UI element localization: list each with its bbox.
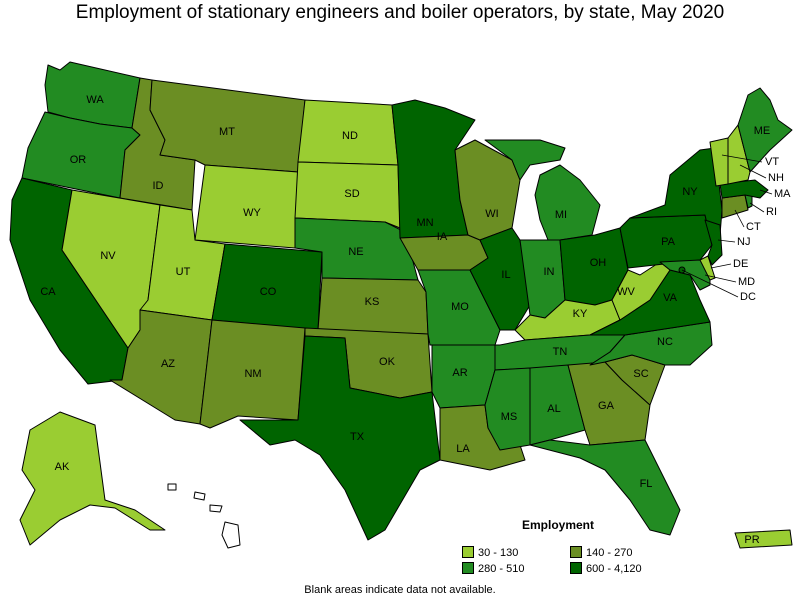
territory-PR[interactable] xyxy=(734,529,793,549)
state-DE[interactable] xyxy=(699,255,716,281)
label-NH: NH xyxy=(768,172,784,184)
state-NH[interactable] xyxy=(727,124,751,185)
label-FL: FL xyxy=(640,478,653,490)
label-VT: VT xyxy=(765,156,779,168)
label-DE: DE xyxy=(733,258,748,270)
state-AK[interactable] xyxy=(19,411,166,546)
label-MA: MA xyxy=(774,188,791,200)
label-NM: NM xyxy=(244,368,261,380)
label-CT: CT xyxy=(746,221,761,233)
label-MN: MN xyxy=(416,217,433,229)
label-AL: AL xyxy=(547,403,560,415)
label-DC: DC xyxy=(740,291,756,303)
label-IN: IN xyxy=(544,266,555,278)
label-PR: PR xyxy=(744,534,759,546)
state-FL[interactable] xyxy=(529,439,681,536)
label-CO: CO xyxy=(260,286,277,298)
state-IL[interactable] xyxy=(469,227,531,331)
label-MT: MT xyxy=(219,126,235,138)
state-ME[interactable] xyxy=(737,87,793,173)
label-MD: MD xyxy=(738,276,755,288)
label-WA: WA xyxy=(86,94,104,106)
label-CA: CA xyxy=(40,286,56,298)
label-leader-lines xyxy=(681,154,773,298)
label-WI: WI xyxy=(485,208,498,220)
label-KS: KS xyxy=(365,296,380,308)
label-ND: ND xyxy=(342,130,358,142)
label-ID: ID xyxy=(153,180,164,192)
label-AR: AR xyxy=(452,367,467,379)
legend-swatch xyxy=(570,562,582,574)
map-footnote: Blank areas indicate data not available. xyxy=(304,584,496,596)
state-HI xyxy=(167,483,241,549)
legend-item-bin-2: 140 - 270 xyxy=(570,546,632,559)
legend-label: 30 - 130 xyxy=(478,547,519,559)
label-TN: TN xyxy=(553,346,568,358)
label-AZ: AZ xyxy=(161,358,175,370)
label-NJ: NJ xyxy=(737,236,750,248)
state-NC[interactable] xyxy=(589,321,713,366)
label-WV: WV xyxy=(617,286,635,298)
label-WY: WY xyxy=(243,207,261,219)
legend-item-bin-1: 30 - 130 xyxy=(462,546,518,559)
legend-item-bin-4: 600 - 4,120 xyxy=(570,562,642,575)
label-IA: IA xyxy=(437,231,448,243)
map-title: Employment of stationary engineers and b… xyxy=(75,2,725,23)
label-OH: OH xyxy=(590,257,607,269)
legend-swatch xyxy=(462,562,474,574)
label-UT: UT xyxy=(176,266,191,278)
label-VA: VA xyxy=(663,292,678,304)
label-GA: GA xyxy=(598,400,615,412)
legend-title: Employment xyxy=(522,518,595,532)
label-SD: SD xyxy=(344,188,359,200)
label-PA: PA xyxy=(661,236,676,248)
legend-label: 600 - 4,120 xyxy=(586,563,642,575)
state-NJ[interactable] xyxy=(704,219,723,266)
label-KY: KY xyxy=(573,308,588,320)
label-MI: MI xyxy=(555,209,567,221)
label-NE: NE xyxy=(348,246,363,258)
label-NC: NC xyxy=(657,336,673,348)
state-CT[interactable] xyxy=(721,194,749,219)
legend-label: 280 - 510 xyxy=(478,563,525,575)
label-OK: OK xyxy=(379,356,396,368)
legend-swatch xyxy=(462,546,474,558)
label-LA: LA xyxy=(456,443,470,455)
label-OR: OR xyxy=(70,154,87,166)
label-TX: TX xyxy=(350,431,365,443)
label-NY: NY xyxy=(682,186,698,198)
state-MA[interactable] xyxy=(719,179,769,199)
label-IL: IL xyxy=(501,269,510,281)
legend-item-bin-3: 280 - 510 xyxy=(462,562,524,575)
label-SC: SC xyxy=(633,368,648,380)
legend-label: 140 - 270 xyxy=(586,547,633,559)
label-MS: MS xyxy=(501,411,518,423)
label-NV: NV xyxy=(100,250,116,262)
state-AL[interactable] xyxy=(529,364,586,446)
state-SD[interactable] xyxy=(294,161,401,229)
label-AK: AK xyxy=(55,461,70,473)
label-RI: RI xyxy=(766,206,777,218)
legend-swatch xyxy=(570,546,582,558)
label-MO: MO xyxy=(451,301,469,313)
label-ME: ME xyxy=(754,125,771,137)
state-TX[interactable] xyxy=(239,335,441,541)
